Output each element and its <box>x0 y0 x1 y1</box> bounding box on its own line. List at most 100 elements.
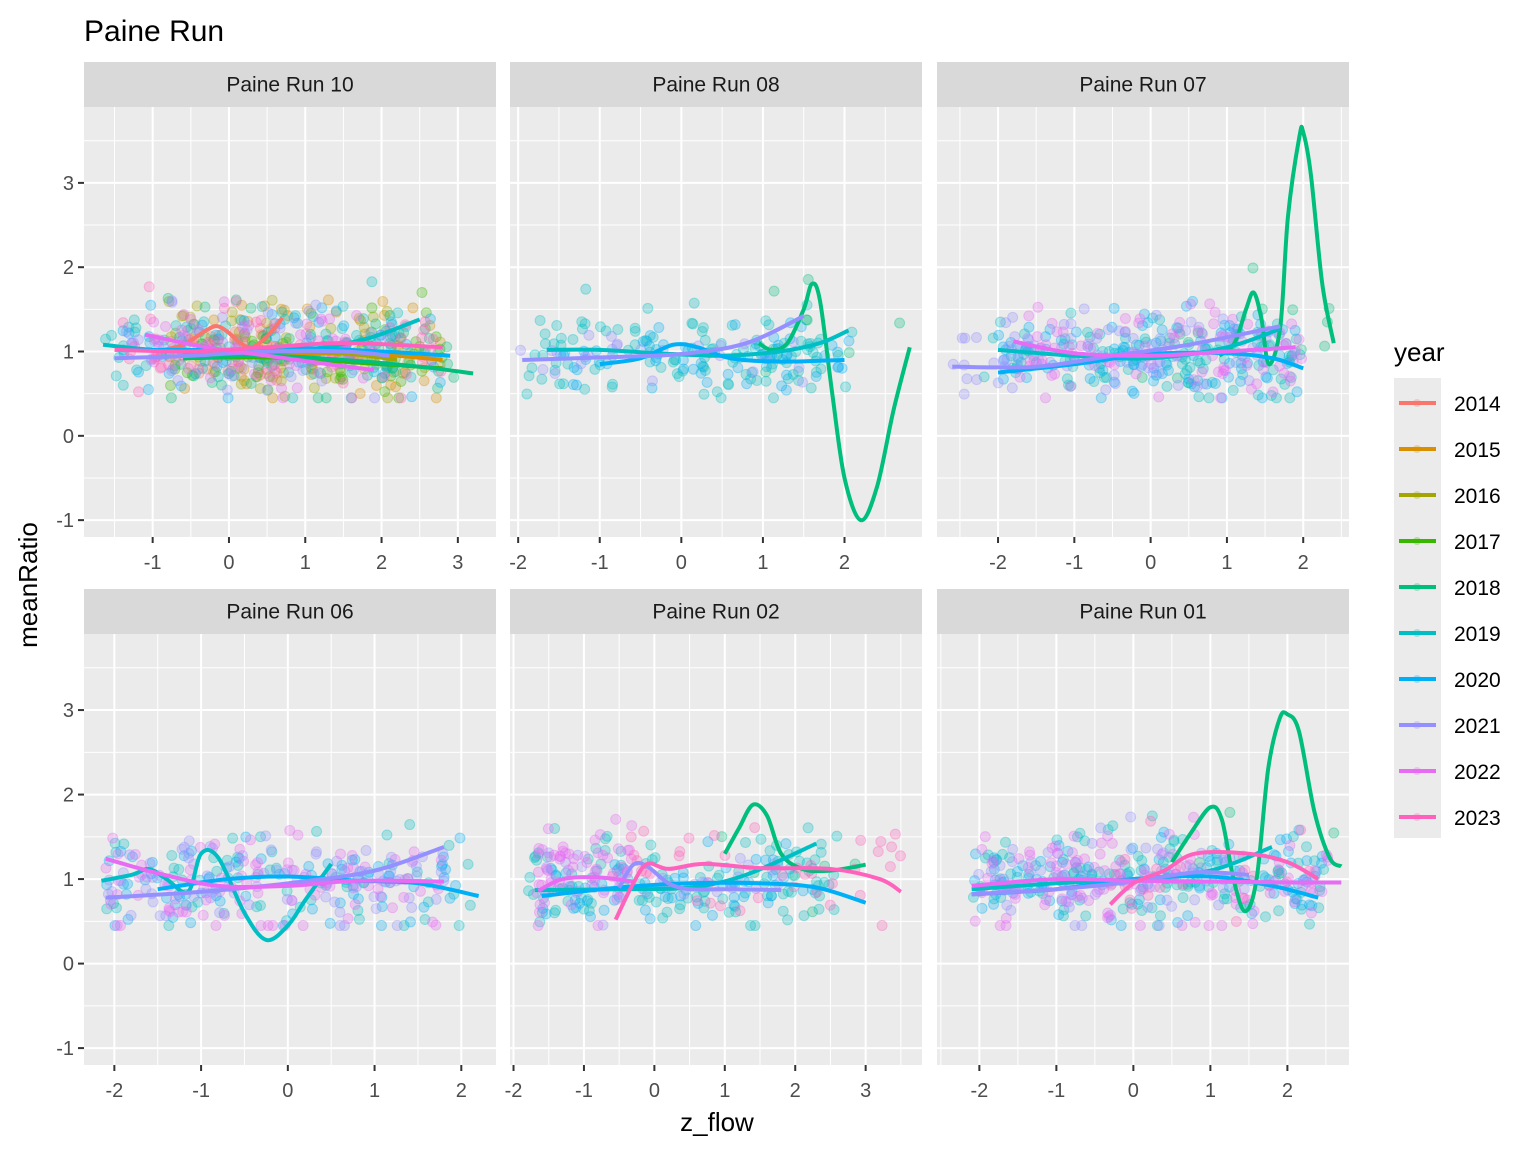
point-2021 <box>1065 318 1077 330</box>
point-2022 <box>295 329 307 341</box>
point-2018 <box>1224 806 1236 818</box>
point-2020 <box>1084 373 1096 385</box>
point-2019 <box>523 370 535 382</box>
point-2019 <box>793 375 805 387</box>
point-2021 <box>410 860 422 872</box>
point-2020 <box>843 335 855 347</box>
point-2021 <box>1152 843 1164 855</box>
point-2019 <box>615 859 627 871</box>
legend-item: 2016 <box>1399 485 1501 508</box>
point-2020 <box>1216 392 1228 404</box>
point-2022 <box>297 920 309 932</box>
legend-label: 2023 <box>1454 807 1501 830</box>
point-2020 <box>644 330 656 342</box>
point-2019 <box>131 364 143 376</box>
point-2016 <box>267 359 279 371</box>
point-2023 <box>163 359 175 371</box>
point-2018 <box>230 294 242 306</box>
point-2022 <box>1197 328 1209 340</box>
y-tick-label: 0 <box>63 426 74 448</box>
point-2022 <box>1046 317 1058 329</box>
point-2020 <box>348 888 360 900</box>
point-2018 <box>802 274 814 286</box>
point-2019 <box>398 920 410 932</box>
point-2021 <box>239 320 251 332</box>
point-2022 <box>1227 313 1239 325</box>
point-2020 <box>1204 855 1216 867</box>
point-2015 <box>278 304 290 316</box>
point-2019 <box>1275 373 1287 385</box>
point-2019 <box>582 853 594 865</box>
point-2016 <box>388 366 400 378</box>
point-2020 <box>666 892 678 904</box>
point-2022 <box>969 915 981 927</box>
legend-label: 2022 <box>1454 761 1501 784</box>
point-2022 <box>532 866 544 878</box>
point-2021 <box>176 843 188 855</box>
point-2017 <box>420 307 432 319</box>
point-2017 <box>264 371 276 383</box>
point-2021 <box>1180 325 1192 337</box>
point-2021 <box>1166 900 1178 912</box>
point-2020 <box>1119 326 1131 338</box>
point-2015 <box>354 315 366 327</box>
point-2016 <box>177 310 189 322</box>
point-2021 <box>1142 362 1154 374</box>
point-2016 <box>266 294 278 306</box>
point-2020 <box>1040 331 1052 343</box>
point-2019 <box>1098 372 1110 384</box>
point-2020 <box>637 335 649 347</box>
point-2020 <box>1182 910 1194 922</box>
point-2023 <box>250 316 262 328</box>
point-2020 <box>238 315 250 327</box>
point-2018 <box>789 869 801 881</box>
point-2020 <box>1301 855 1313 867</box>
point-2021 <box>1091 332 1103 344</box>
point-2019 <box>815 846 827 858</box>
point-2019 <box>1080 910 1092 922</box>
point-2019 <box>1070 862 1082 874</box>
point-2022 <box>548 849 560 861</box>
point-2020 <box>185 917 197 929</box>
point-2021 <box>403 892 415 904</box>
point-2017 <box>169 363 181 375</box>
smooth-line-2018 <box>723 802 867 874</box>
point-2020 <box>1289 324 1301 336</box>
point-2020 <box>1316 857 1328 869</box>
point-2019 <box>982 849 994 861</box>
point-2022 <box>1286 318 1298 330</box>
point-2022 <box>1039 899 1051 911</box>
point-2019 <box>289 310 301 322</box>
point-2020 <box>379 367 391 379</box>
point-2022 <box>1046 842 1058 854</box>
point-2019 <box>1252 389 1264 401</box>
point-2019 <box>1074 862 1086 874</box>
point-2017 <box>416 287 428 299</box>
point-2021 <box>216 311 228 323</box>
point-2020 <box>780 384 792 396</box>
point-2019 <box>686 317 698 329</box>
point-2022 <box>1079 853 1091 865</box>
point-2022 <box>1051 326 1063 338</box>
point-2015 <box>267 371 279 383</box>
point-2022 <box>565 899 577 911</box>
smooth-line-2014 <box>155 316 284 354</box>
point-2019 <box>629 322 641 334</box>
point-2020 <box>537 902 549 914</box>
point-2020 <box>440 864 452 876</box>
point-2020 <box>346 854 358 866</box>
x-tick-label: -2 <box>509 552 527 574</box>
point-2020 <box>1235 375 1247 387</box>
smooth-line-2022 <box>144 332 375 373</box>
point-2021 <box>1001 899 1013 911</box>
point-2019 <box>283 366 295 378</box>
point-2019 <box>390 366 402 378</box>
point-2023 <box>238 329 250 341</box>
point-2019 <box>807 346 819 358</box>
point-2022 <box>1209 306 1221 318</box>
point-2022 <box>1274 865 1286 877</box>
point-2020 <box>970 848 982 860</box>
point-2020 <box>1035 855 1047 867</box>
point-2015 <box>236 299 248 311</box>
point-2022 <box>414 885 426 897</box>
